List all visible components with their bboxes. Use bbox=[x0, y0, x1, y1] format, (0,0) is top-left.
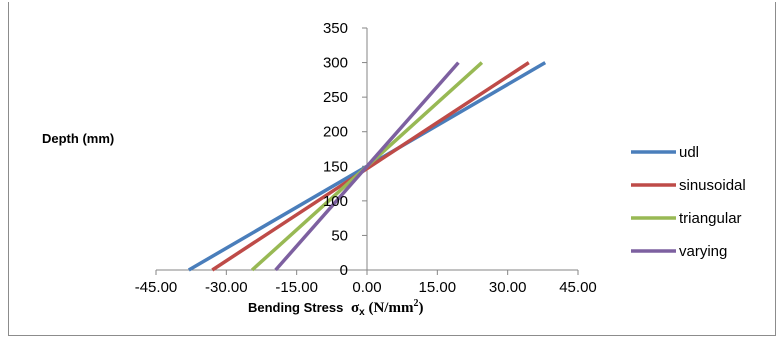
x-axis-title-unit: (N/mm bbox=[365, 300, 414, 316]
x-tick-label: -15.00 bbox=[275, 279, 318, 296]
y-tick-labels: 0 50 100 150 200 250 300 350 bbox=[323, 20, 348, 279]
y-tick-label: 100 bbox=[323, 193, 348, 210]
legend-label-sinusoidal: sinusoidal bbox=[679, 177, 746, 194]
y-tick-label: 50 bbox=[331, 227, 348, 244]
x-tick-label: 15.00 bbox=[419, 279, 457, 296]
y-tick-label: 350 bbox=[323, 20, 348, 37]
x-tick-labels: -45.00 -30.00 -15.00 0.00 15.00 30.00 45.00 bbox=[135, 279, 597, 296]
legend-label-varying: varying bbox=[679, 243, 727, 260]
x-axis-title-label: Bending Stress bbox=[248, 300, 343, 315]
x-axis-title-symbol: σ bbox=[351, 300, 360, 316]
legend-label-triangular: triangular bbox=[679, 210, 742, 227]
y-axis-title: Depth (mm) bbox=[42, 131, 114, 146]
x-tick-label: 0.00 bbox=[352, 279, 381, 296]
x-axis-title-unit-superscript: 2 bbox=[413, 298, 418, 309]
series-line-sinusoidal bbox=[211, 61, 530, 272]
y-tick-label: 0 bbox=[340, 262, 348, 279]
x-tick-label: 30.00 bbox=[489, 279, 527, 296]
x-tick-label: 45.00 bbox=[559, 279, 597, 296]
x-tick-label: -30.00 bbox=[205, 279, 248, 296]
chart-frame bbox=[8, 2, 776, 336]
series-layer bbox=[187, 61, 547, 272]
y-tick-label: 250 bbox=[323, 89, 348, 106]
series-line-varying bbox=[274, 61, 460, 272]
y-tick-label: 200 bbox=[323, 124, 348, 141]
x-axis-title-unit-close: ) bbox=[418, 300, 423, 316]
y-tick-label: 300 bbox=[323, 55, 348, 72]
x-tick-label: -45.00 bbox=[135, 279, 178, 296]
x-axis-title-subscript: x bbox=[359, 307, 365, 318]
axes bbox=[155, 27, 579, 275]
legend: udl sinusoidal triangular varying bbox=[631, 144, 746, 260]
legend-label-udl: udl bbox=[679, 144, 699, 161]
x-axis-title: Bending Stress σx (N/mm2) bbox=[248, 298, 423, 318]
y-tick-label: 150 bbox=[323, 158, 348, 175]
